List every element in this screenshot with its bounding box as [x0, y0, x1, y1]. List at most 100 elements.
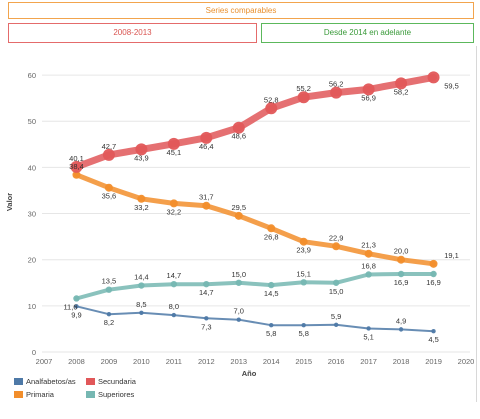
x-tick-label: 2007 — [36, 357, 53, 366]
data-label: 31,7 — [199, 193, 214, 202]
data-label: 15,0 — [329, 287, 344, 296]
data-label: 48,6 — [231, 132, 246, 141]
series-line-primaria — [74, 172, 436, 267]
data-point — [427, 71, 440, 84]
data-point — [137, 194, 146, 203]
data-point — [297, 91, 310, 104]
data-point — [330, 86, 343, 99]
data-label: 5,1 — [363, 332, 373, 341]
data-point — [135, 143, 148, 156]
legend-label: Secundaria — [98, 377, 137, 386]
data-point — [105, 286, 113, 293]
data-label: 35,6 — [102, 192, 117, 201]
data-point — [269, 323, 274, 328]
data-label: 16,9 — [426, 278, 441, 287]
y-axis-title: Valor — [5, 193, 14, 211]
data-point — [202, 201, 211, 210]
data-label: 23,9 — [296, 246, 311, 255]
x-tick-label: 2009 — [101, 357, 118, 366]
data-label: 38,4 — [69, 162, 84, 171]
y-tick-label: 10 — [28, 302, 36, 311]
x-tick-label: 2008 — [68, 357, 85, 366]
data-point — [104, 183, 113, 192]
range-2008-2013-button[interactable]: 2008-2013 — [8, 23, 257, 43]
data-point — [232, 121, 245, 134]
data-point — [332, 279, 340, 286]
data-label: 13,5 — [102, 277, 117, 286]
axis-ticks: 0 10 20 30 40 50 60 2007 2008 2009 2010 2011 2012 201… — [28, 71, 475, 366]
series-line-analfabetos-as — [75, 305, 435, 333]
data-label: 14,7 — [199, 288, 214, 297]
range-2014-onward-button[interactable]: Desde 2014 en adelante — [261, 23, 474, 43]
data-label: 16,9 — [394, 278, 409, 287]
data-point — [300, 279, 307, 286]
data-point — [265, 102, 278, 115]
data-point — [73, 295, 80, 302]
legend-label: Analfabetos/as — [26, 377, 76, 386]
data-label: 16,8 — [361, 261, 376, 270]
data-label-layer: 9,9 8,2 8,5 8,0 7,3 7,0 5,8 5,8 5,9 5,1 4,9 4,5 11,6… — [63, 80, 458, 345]
data-label: 19,1 — [444, 251, 459, 260]
data-label: 56,2 — [329, 80, 344, 89]
data-point — [235, 279, 242, 286]
y-tick-label: 40 — [28, 163, 36, 172]
x-tick-label: 2017 — [360, 357, 377, 366]
panel-divider — [476, 46, 477, 402]
data-point — [170, 280, 178, 288]
data-point — [365, 271, 372, 278]
series-comparables-button[interactable]: Series comparables — [8, 2, 474, 19]
data-label: 9,9 — [71, 310, 81, 319]
data-point — [299, 237, 308, 246]
data-label: 22,9 — [329, 233, 344, 242]
data-label: 5,9 — [331, 312, 341, 321]
data-label: 7,0 — [234, 307, 244, 316]
x-tick-label: 2015 — [295, 357, 312, 366]
x-tick-label: 2018 — [393, 357, 410, 366]
data-point — [430, 270, 437, 278]
legend: Analfabetos/as Primaria Secundaria Superior… — [14, 377, 137, 399]
data-label: 42,7 — [102, 142, 117, 151]
data-label: 46,4 — [199, 142, 214, 151]
x-axis-title: Año — [242, 369, 257, 378]
data-label: 14,7 — [167, 271, 182, 280]
data-label: 55,2 — [296, 84, 311, 93]
x-tick-label: 2016 — [328, 357, 345, 366]
data-label: 7,3 — [201, 322, 211, 331]
data-point — [74, 304, 79, 309]
data-label: 32,2 — [167, 207, 182, 216]
data-label: 8,5 — [136, 300, 146, 309]
data-point — [398, 327, 404, 332]
data-point — [138, 282, 145, 289]
x-tick-label: 2020 — [458, 357, 475, 366]
data-label: 15,0 — [231, 270, 246, 279]
y-tick-label: 20 — [28, 256, 36, 265]
data-point — [203, 280, 210, 288]
data-label: 8,0 — [169, 302, 179, 311]
data-point — [106, 311, 112, 317]
data-label: 59,5 — [444, 81, 459, 90]
y-tick-label: 60 — [28, 71, 36, 80]
data-label: 14,4 — [134, 273, 149, 282]
data-label: 26,8 — [264, 232, 279, 241]
x-tick-label: 2010 — [133, 357, 150, 366]
data-label: 56,9 — [361, 93, 376, 102]
data-point — [70, 160, 83, 173]
data-point — [139, 310, 144, 315]
data-label: 33,2 — [134, 203, 149, 212]
x-tick-label: 2014 — [263, 357, 280, 366]
data-point — [236, 317, 241, 322]
data-label: 4,5 — [428, 335, 438, 344]
x-tick-label: 2019 — [425, 357, 442, 366]
y-tick-label: 50 — [28, 117, 36, 126]
data-point — [366, 326, 371, 331]
legend-swatch — [14, 378, 23, 385]
data-point — [333, 322, 339, 327]
data-label: 4,9 — [396, 316, 406, 325]
data-label: 43,9 — [134, 153, 149, 162]
data-label: 8,2 — [104, 318, 114, 327]
legend-label: Primaria — [26, 390, 55, 399]
legend-swatch — [86, 378, 95, 385]
data-point — [397, 270, 405, 278]
data-label: 5,8 — [266, 329, 276, 338]
data-point — [395, 77, 408, 90]
